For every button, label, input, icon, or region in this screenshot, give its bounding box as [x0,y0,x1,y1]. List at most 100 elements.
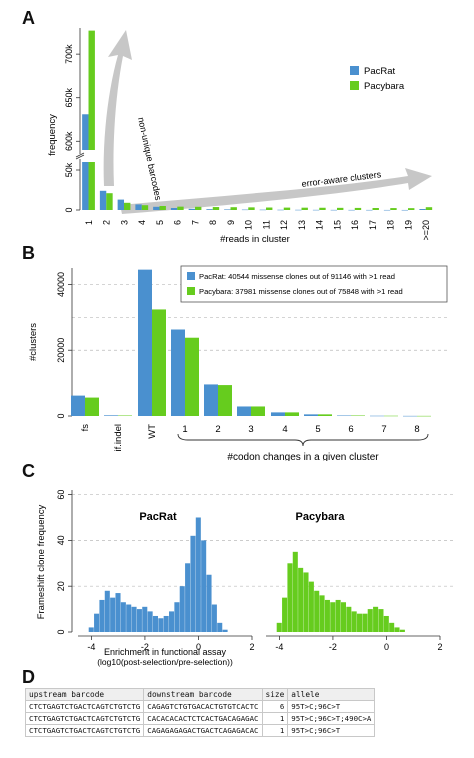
histogram-bar-pacybara [298,567,304,632]
y-tick-label: 20 [56,581,66,591]
header-size: size [261,688,289,701]
histogram-bar-pacybara [340,602,347,632]
y-tick-label: 700k [64,44,74,64]
histogram-bar-pacybara [351,611,357,632]
bar-pacrat [206,209,213,210]
histogram-bar-pacrat [185,563,191,632]
bar-pacrat [82,114,89,150]
histogram-bar-pacrat [152,615,159,632]
x-tick-label: 19 [403,220,413,230]
histogram-bar-pacybara [399,629,405,632]
histogram-bar-pacrat [169,611,175,632]
bar-pacrat [330,209,338,211]
bar-pacrat [312,209,320,211]
histogram-bar-pacrat [195,517,201,632]
histogram-bar-pacrat [211,604,217,632]
histogram-bar-pacrat [131,606,137,632]
x-tick-label: 18 [386,220,396,230]
legend-swatch [187,272,195,280]
bar-pacrat [259,209,267,211]
legend-box [180,265,448,303]
histogram-bar-pacybara [346,606,352,632]
bar-pacrat [224,209,231,210]
histogram-bar-pacybara [330,602,336,632]
x-tick-label: 1 [84,220,94,225]
panel-d-letter: D [22,667,35,687]
bar-pacrat [99,190,107,210]
chart-a: non-unique barcodes error-aware clusters0… [47,28,433,245]
histogram-bar-pacrat [88,627,94,632]
x-tick-label: 8 [208,220,218,225]
legend-swatch [350,81,359,90]
legend-label: Pacybara [364,81,405,92]
bar-pacybara [301,207,308,210]
bar-pacybara [185,337,199,416]
x-tick-label: -4 [87,642,95,652]
bar-pacybara-lower [88,162,95,210]
x-axis-label: #reads in cluster [220,234,290,245]
x-tick-label: 8 [414,424,419,435]
histogram-bar-pacybara [383,615,389,632]
y-tick-label: 20000 [56,338,66,363]
x-tick-label: 0 [384,642,389,652]
bar-pacybara [266,207,273,210]
bar-pacybara [230,207,237,210]
bar-pacrat [366,209,373,211]
table-header-row: upstream barcode downstream barcode size… [24,688,376,701]
subplot-label: PacRat [139,511,177,523]
histogram-bar-pacrat [190,535,196,632]
y-axis-label: frequency [47,114,58,156]
x-tick-label: 2 [215,424,220,435]
x-tick-label: 13 [297,220,307,230]
histogram-bar-pacrat [136,609,142,632]
bar-pacrat [138,269,152,416]
legend-label: PacRat: 40544 missense clones out of 911… [199,272,395,281]
x-tick-label: 9 [226,220,236,225]
cell-upstream: CTCTGAGTCTGACTCAGTCTGTCTG [24,724,145,737]
histogram-bar-pacybara [282,597,288,632]
bar-pacybara [351,415,365,417]
histogram-bar-pacrat [158,618,164,632]
x-tick-label: 4 [282,424,287,435]
y-tick-label: 50k [64,162,74,177]
x-tick-label: 3 [119,220,129,225]
bar-pacybara [118,415,132,417]
x-tick-label: 12 [279,220,289,230]
histogram-bar-pacrat [110,597,116,632]
y-tick-label: 40 [56,535,66,545]
table-row: CTCTGAGTCTGACTCAGTCTGTCTG CAGAGTCTGTGACA… [24,700,376,713]
bar-pacrat [370,415,384,417]
header-downstream: downstream barcode [143,688,263,701]
x-axis-label-2: (log10(post-selection/pre-selection)) [97,657,233,667]
cell-allele: 95T>C;96C>T;490C>A [287,712,376,725]
y-tick-label: 40000 [56,272,66,297]
bar-pacrat [188,208,196,210]
bar-pacybara [218,385,232,416]
bar-pacybara [106,193,113,210]
bar-pacybara [285,412,299,416]
histogram-bar-pacybara [373,606,379,632]
x-tick-label: WT [147,424,158,439]
panel-b-letter: B [22,243,35,263]
histogram-bar-pacybara [378,609,384,632]
bar-pacrat [204,384,218,416]
histogram-bar-pacybara [308,581,314,632]
bar-pacybara [319,207,326,210]
histogram-bar-pacybara [314,590,320,632]
bar-pacrat [71,395,85,416]
histogram-bar-pacybara [335,599,341,632]
bar-pacrat [271,412,285,416]
annotation-non-unique: non-unique barcodes [136,116,163,201]
bar-pacybara [195,206,202,210]
x-tick-label: 2 [102,220,112,225]
subplot-label: Pacybara [296,511,346,523]
table-row: CTCTGAGTCTGACTCAGTCTGTCTG CACACACACTCTCA… [24,712,376,725]
x-tick-label: 17 [368,220,378,230]
x-axis-label: Enrichment in functional assay [104,647,227,657]
y-tick-label: 650k [64,87,74,107]
legend-swatch [350,66,359,75]
bar-pacrat [403,415,417,417]
legend-label: PacRat [364,66,396,77]
bar-pacybara [354,207,362,210]
